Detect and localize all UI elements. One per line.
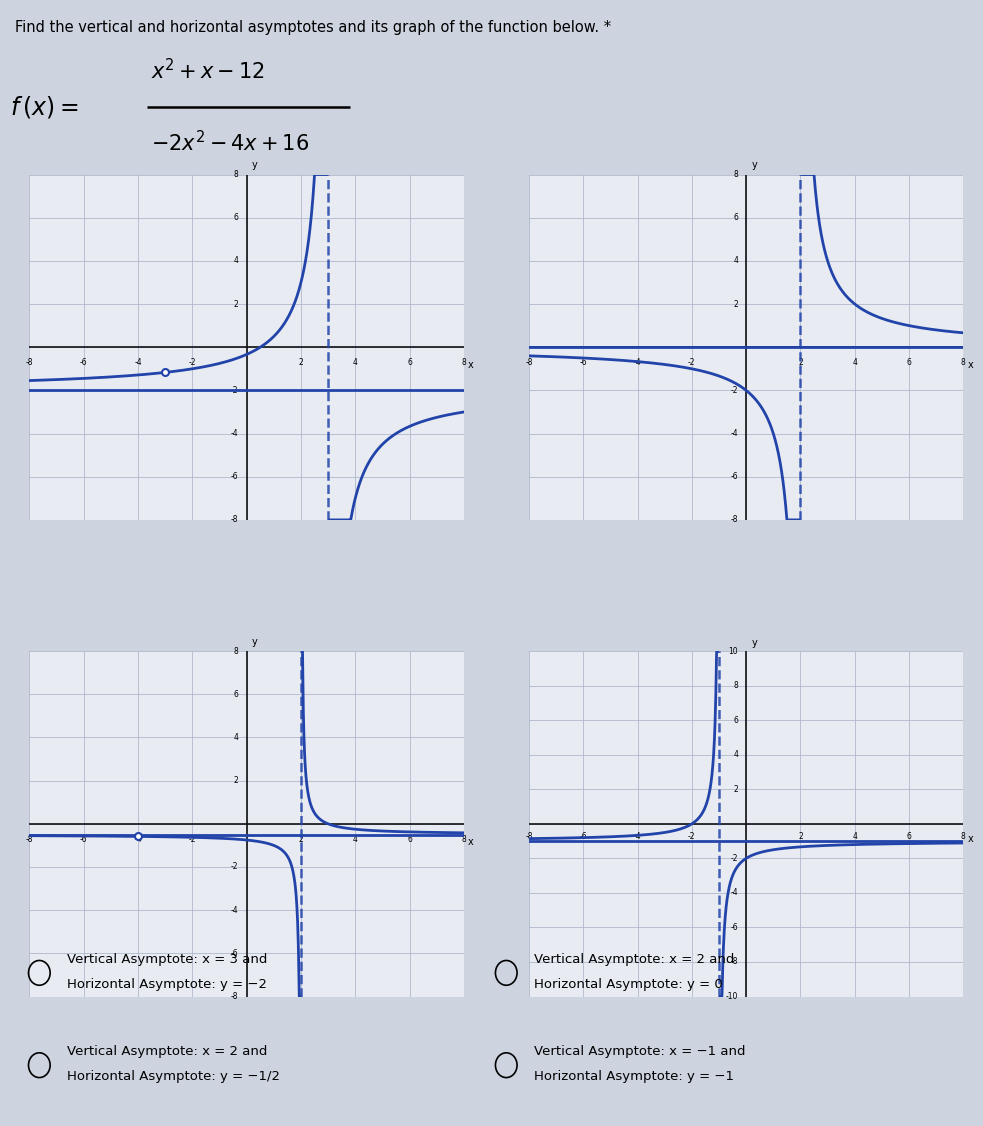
Text: 6: 6 [234,213,239,222]
Text: 4: 4 [234,257,239,266]
Text: -2: -2 [688,358,696,367]
Text: 2: 2 [733,785,738,794]
Text: Vertical Asymptote: x = 2 and: Vertical Asymptote: x = 2 and [67,1045,267,1058]
Text: 2: 2 [733,300,738,309]
Text: -6: -6 [231,472,239,481]
Text: 8: 8 [234,170,239,179]
Text: Vertical Asymptote: x = −1 and: Vertical Asymptote: x = −1 and [534,1045,745,1058]
Text: -6: -6 [579,358,587,367]
Text: -4: -4 [730,888,738,897]
Text: -4: -4 [231,429,239,438]
Text: -8: -8 [26,358,33,367]
Text: Find the vertical and horizontal asymptotes and its graph of the function below.: Find the vertical and horizontal asympto… [15,20,610,35]
Text: -8: -8 [525,832,533,841]
Text: 6: 6 [407,358,412,367]
Text: Horizontal Asymptote: y = −1/2: Horizontal Asymptote: y = −1/2 [67,1070,280,1083]
Text: 4: 4 [353,358,358,367]
Text: -8: -8 [26,834,33,843]
Text: -2: -2 [189,358,197,367]
Text: Vertical Asymptote: x = 2 and: Vertical Asymptote: x = 2 and [534,953,734,966]
Text: y: y [752,637,757,647]
Text: $x^2 + x - 12$: $x^2 + x - 12$ [151,59,265,83]
Text: 2: 2 [234,776,239,785]
Text: -4: -4 [231,905,239,914]
Text: 4: 4 [733,750,738,759]
Text: -8: -8 [231,992,239,1001]
Text: -2: -2 [189,834,197,843]
Text: 8: 8 [961,358,965,367]
Text: y: y [752,160,757,170]
Text: $-2x^2 - 4x + 16$: $-2x^2 - 4x + 16$ [151,131,310,155]
Text: 2: 2 [299,834,304,843]
Text: Horizontal Asymptote: y = 0: Horizontal Asymptote: y = 0 [534,977,723,991]
Text: 2: 2 [299,358,304,367]
Text: 8: 8 [733,170,738,179]
Text: -8: -8 [730,516,738,525]
Text: x: x [967,834,973,844]
Text: 4: 4 [852,358,857,367]
Text: -2: -2 [688,832,696,841]
Text: 8: 8 [461,834,466,843]
Text: 2: 2 [234,300,239,309]
Text: 6: 6 [906,832,911,841]
Text: 2: 2 [798,358,803,367]
Text: -2: -2 [730,854,738,863]
Text: -2: -2 [730,386,738,395]
Text: -6: -6 [80,358,87,367]
Text: 8: 8 [961,832,965,841]
Text: x: x [967,360,973,370]
Text: -6: -6 [730,472,738,481]
Text: -4: -4 [135,834,142,843]
Text: -8: -8 [730,957,738,966]
Text: 8: 8 [461,358,466,367]
Text: x: x [468,360,474,370]
Text: 2: 2 [798,832,803,841]
Text: -6: -6 [231,949,239,958]
Text: Horizontal Asymptote: y = −1: Horizontal Asymptote: y = −1 [534,1070,733,1083]
Text: y: y [252,160,258,170]
Text: -4: -4 [634,358,641,367]
Text: -10: -10 [725,992,738,1001]
Text: -6: -6 [80,834,87,843]
Text: Horizontal Asymptote: y = −2: Horizontal Asymptote: y = −2 [67,977,266,991]
Text: 4: 4 [852,832,857,841]
Text: 8: 8 [234,646,239,655]
Text: 8: 8 [733,681,738,690]
Text: 6: 6 [234,690,239,699]
Text: -8: -8 [525,358,533,367]
Text: -2: -2 [231,386,239,395]
Text: 6: 6 [407,834,412,843]
Text: -2: -2 [231,863,239,872]
Text: 4: 4 [353,834,358,843]
Text: $f\,(x) =$: $f\,(x) =$ [10,93,79,120]
Text: -4: -4 [634,832,641,841]
Text: -4: -4 [135,358,142,367]
Text: 6: 6 [733,213,738,222]
Text: 4: 4 [733,257,738,266]
Text: Vertical Asymptote: x = 3 and: Vertical Asymptote: x = 3 and [67,953,267,966]
Text: -6: -6 [730,923,738,932]
Text: -8: -8 [231,516,239,525]
Text: 4: 4 [234,733,239,742]
Text: y: y [252,637,258,646]
Text: x: x [468,837,474,847]
Text: -4: -4 [730,429,738,438]
Text: 6: 6 [733,716,738,725]
Text: 6: 6 [906,358,911,367]
Text: -6: -6 [579,832,587,841]
Text: 10: 10 [728,646,738,655]
